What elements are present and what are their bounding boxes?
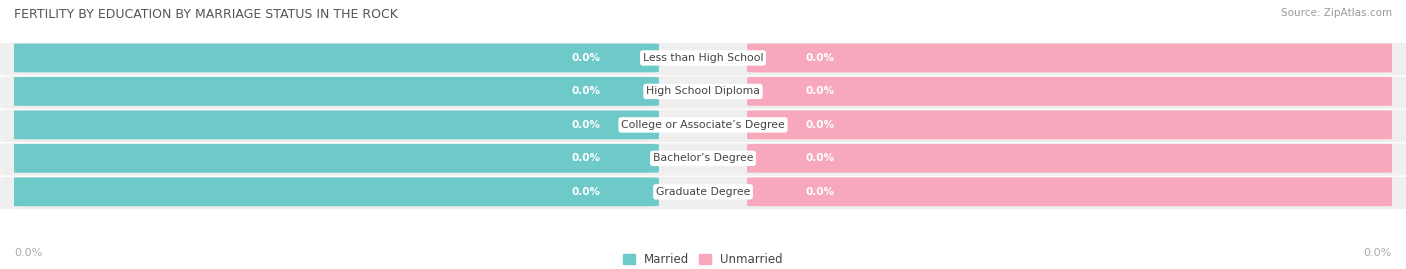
Text: 0.0%: 0.0% bbox=[806, 120, 835, 130]
Text: 0.0%: 0.0% bbox=[806, 86, 835, 96]
FancyBboxPatch shape bbox=[747, 111, 1396, 139]
Text: 0.0%: 0.0% bbox=[806, 187, 835, 197]
Text: High School Diploma: High School Diploma bbox=[647, 86, 759, 96]
FancyBboxPatch shape bbox=[0, 76, 1406, 109]
FancyBboxPatch shape bbox=[0, 43, 1406, 75]
Text: Bachelor’s Degree: Bachelor’s Degree bbox=[652, 153, 754, 163]
FancyBboxPatch shape bbox=[0, 143, 1406, 176]
Text: 0.0%: 0.0% bbox=[14, 248, 42, 258]
FancyBboxPatch shape bbox=[747, 77, 1396, 106]
Text: College or Associate’s Degree: College or Associate’s Degree bbox=[621, 120, 785, 130]
Text: FERTILITY BY EDUCATION BY MARRIAGE STATUS IN THE ROCK: FERTILITY BY EDUCATION BY MARRIAGE STATU… bbox=[14, 8, 398, 21]
Text: 0.0%: 0.0% bbox=[1364, 248, 1392, 258]
Text: 0.0%: 0.0% bbox=[571, 187, 600, 197]
Text: 0.0%: 0.0% bbox=[806, 153, 835, 163]
Text: 0.0%: 0.0% bbox=[571, 120, 600, 130]
FancyBboxPatch shape bbox=[747, 178, 1396, 206]
Text: 0.0%: 0.0% bbox=[806, 53, 835, 63]
FancyBboxPatch shape bbox=[10, 144, 659, 173]
Legend: Married, Unmarried: Married, Unmarried bbox=[623, 253, 783, 266]
Text: Source: ZipAtlas.com: Source: ZipAtlas.com bbox=[1281, 8, 1392, 18]
Text: 0.0%: 0.0% bbox=[571, 153, 600, 163]
FancyBboxPatch shape bbox=[10, 178, 659, 206]
FancyBboxPatch shape bbox=[0, 110, 1406, 142]
Text: 0.0%: 0.0% bbox=[571, 53, 600, 63]
FancyBboxPatch shape bbox=[10, 44, 659, 72]
Text: 0.0%: 0.0% bbox=[571, 86, 600, 96]
FancyBboxPatch shape bbox=[10, 77, 659, 106]
FancyBboxPatch shape bbox=[747, 44, 1396, 72]
FancyBboxPatch shape bbox=[10, 111, 659, 139]
FancyBboxPatch shape bbox=[747, 144, 1396, 173]
FancyBboxPatch shape bbox=[0, 177, 1406, 209]
Text: Graduate Degree: Graduate Degree bbox=[655, 187, 751, 197]
Text: Less than High School: Less than High School bbox=[643, 53, 763, 63]
